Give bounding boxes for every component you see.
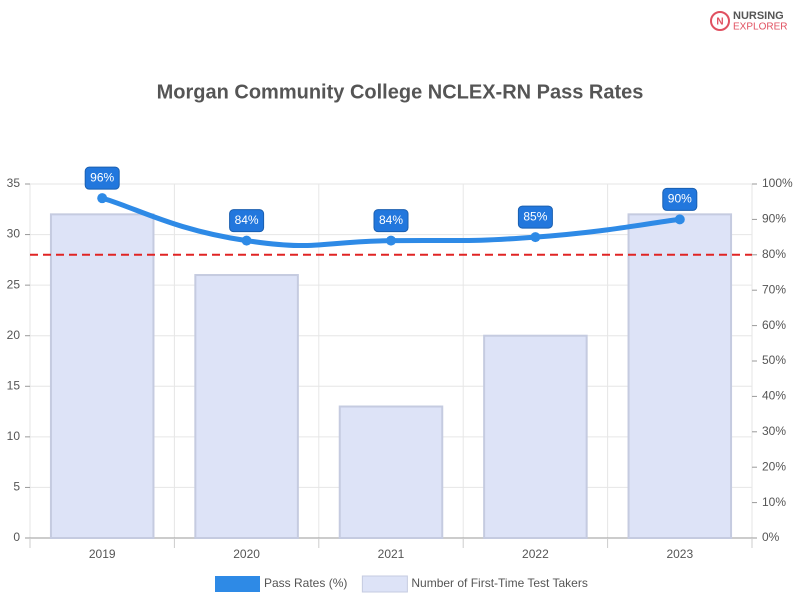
y-tick-label: 10 xyxy=(7,429,21,443)
x-tick-label: 2023 xyxy=(666,547,693,561)
legend-swatch xyxy=(361,575,408,593)
line-point xyxy=(674,214,685,225)
logo-line1: NURSING xyxy=(733,10,784,22)
x-tick-label: 2022 xyxy=(522,547,549,561)
logo: N NURSING EXPLORER xyxy=(710,10,787,33)
value-label: 90% xyxy=(668,192,692,206)
y2-tick-label: 80% xyxy=(762,247,786,261)
logo-icon xyxy=(710,11,730,31)
logo-line2: EXPLORER xyxy=(733,22,787,33)
y2-tick-label: 20% xyxy=(762,459,786,473)
value-label-box xyxy=(229,209,265,233)
chart-title: Morgan Community College NCLEX-RN Pass R… xyxy=(157,81,644,103)
logo-mark: N xyxy=(716,17,723,28)
line-point xyxy=(530,232,541,243)
y2-tick-label: 70% xyxy=(762,282,786,296)
legend-swatch xyxy=(215,576,260,592)
bar xyxy=(338,405,444,539)
y-tick-label: 35 xyxy=(7,176,21,190)
bar xyxy=(49,213,155,539)
value-label-box xyxy=(517,205,553,229)
y2-tick-label: 30% xyxy=(762,424,786,438)
y2-tick-label: 40% xyxy=(762,389,786,403)
y2-tick-label: 10% xyxy=(762,495,786,509)
value-label: 96% xyxy=(90,170,114,184)
y2-tick-label: 0% xyxy=(762,530,780,544)
value-label: 85% xyxy=(523,209,547,223)
y-tick-label: 20 xyxy=(7,328,21,342)
value-label-box xyxy=(84,166,120,190)
x-tick-label: 2021 xyxy=(378,547,405,561)
y-tick-label: 30 xyxy=(7,227,21,241)
y-tick-label: 15 xyxy=(7,378,21,392)
value-label-box xyxy=(373,209,409,233)
y-tick-label: 5 xyxy=(13,480,20,494)
y2-tick-label: 60% xyxy=(762,318,786,332)
value-label-box xyxy=(662,187,698,211)
y-tick-label: 25 xyxy=(7,277,21,291)
y2-tick-label: 100% xyxy=(762,176,793,190)
bar xyxy=(483,334,588,540)
x-tick-label: 2019 xyxy=(89,547,116,561)
line-point xyxy=(386,235,396,246)
legend-label: Number of First-Time Test Takers xyxy=(411,576,587,590)
value-label: 84% xyxy=(379,213,403,227)
line-point xyxy=(97,193,108,204)
y2-tick-label: 50% xyxy=(762,353,786,367)
line-point xyxy=(241,235,252,246)
y-tick-label: 0 xyxy=(13,530,20,544)
bar xyxy=(194,274,299,539)
x-tick-label: 2020 xyxy=(233,547,260,561)
value-label: 84% xyxy=(235,213,259,227)
bar xyxy=(627,213,733,539)
legend-label: Pass Rates (%) xyxy=(264,576,347,590)
y2-tick-label: 90% xyxy=(762,212,786,226)
